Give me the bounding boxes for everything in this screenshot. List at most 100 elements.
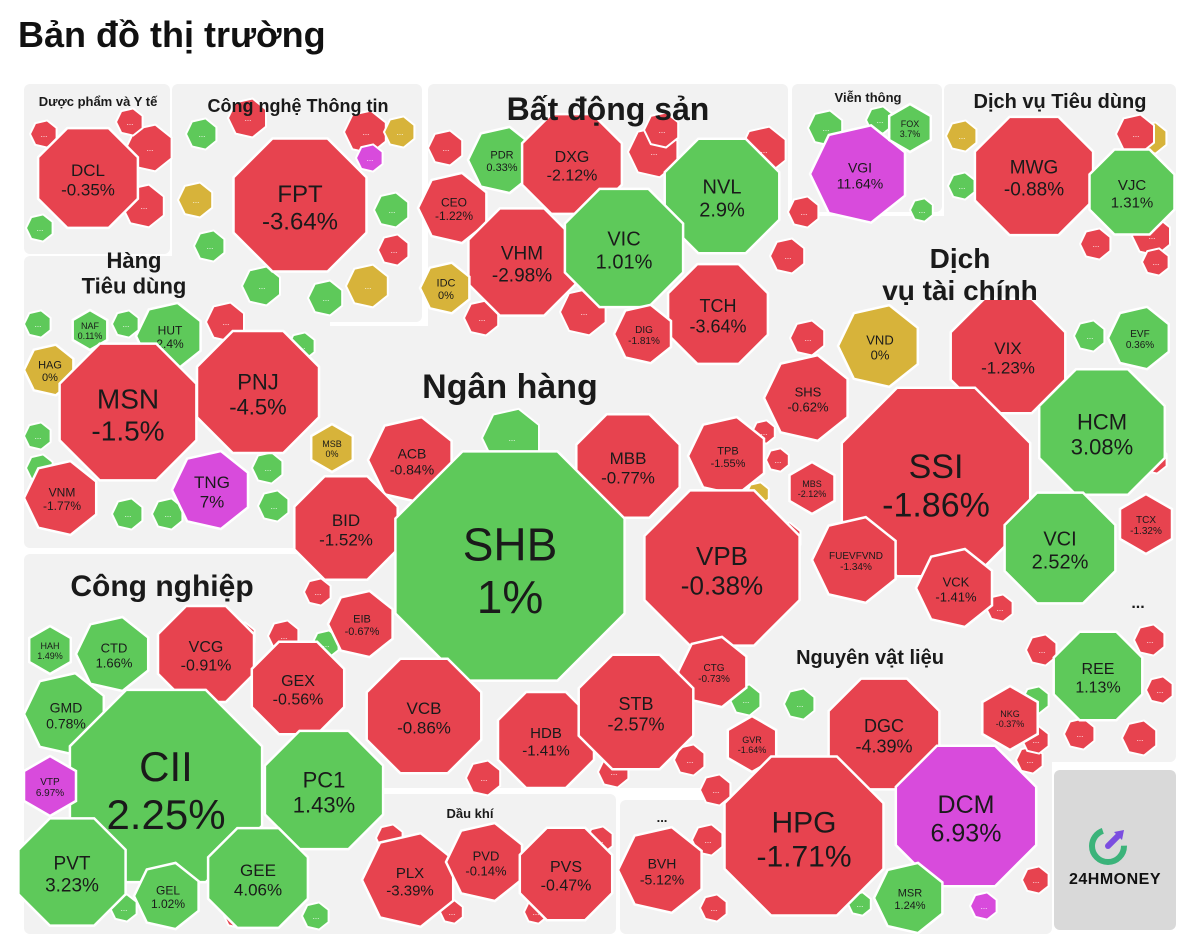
- minor-stock-cell[interactable]: ...: [908, 197, 934, 223]
- stock-cell-bvh[interactable]: BVH-5.12%: [616, 825, 703, 915]
- minor-stock-cell[interactable]: ...: [250, 451, 284, 485]
- minor-stock-cell[interactable]: ...: [1114, 113, 1155, 155]
- stock-cell-fuevfvnd[interactable]: FUEVFVND-1.34%: [810, 515, 897, 605]
- stock-cell-ctg[interactable]: CTG-0.73%: [676, 635, 748, 709]
- minor-stock-cell[interactable]: ...: [176, 181, 214, 219]
- minor-stock-cell[interactable]: ...: [240, 265, 281, 307]
- stock-cell-mbb[interactable]: MBB-0.77%: [575, 413, 681, 519]
- stock-cell-vhm[interactable]: VHM-2.98%: [467, 207, 577, 317]
- minor-stock-cell[interactable]: ...: [946, 171, 976, 201]
- stock-cell-vpb[interactable]: VPB-0.38%: [643, 489, 801, 647]
- minor-stock-cell[interactable]: ...: [1020, 865, 1050, 895]
- stock-cell-dcl[interactable]: DCL-0.35%: [36, 126, 140, 230]
- minor-stock-cell[interactable]: ...: [1144, 675, 1174, 705]
- stock-cell-vnm[interactable]: VNM-1.77%: [22, 459, 98, 537]
- stock-cell-tcx[interactable]: TCX-1.32%: [1118, 492, 1174, 556]
- minor-stock-cell[interactable]: ...: [354, 143, 384, 173]
- minor-stock-cell[interactable]: ...: [302, 577, 332, 607]
- stock-cell-mwg[interactable]: MWG-0.88%: [973, 115, 1095, 237]
- stock-cell-tpb[interactable]: TPB-1.55%: [686, 415, 766, 497]
- stock-cell-gvr[interactable]: GVR-1.64%: [726, 714, 778, 774]
- minor-stock-cell[interactable]: ...: [1072, 319, 1106, 353]
- minor-stock-cell[interactable]: ...: [642, 111, 680, 149]
- stock-cell-ceo[interactable]: CEO-1.22%: [416, 171, 488, 245]
- minor-stock-cell[interactable]: ...: [1132, 623, 1166, 657]
- stock-cell-pnj[interactable]: PNJ-4.5%: [195, 329, 321, 455]
- minor-stock-cell[interactable]: ...: [464, 759, 502, 797]
- stock-cell-gex[interactable]: GEX-0.56%: [250, 640, 346, 736]
- minor-stock-cell[interactable]: ...: [1120, 719, 1158, 757]
- minor-stock-cell[interactable]: ...: [786, 195, 820, 229]
- minor-stock-cell[interactable]: ...: [1062, 717, 1096, 751]
- minor-stock-cell[interactable]: ...: [184, 117, 218, 151]
- minor-stock-cell[interactable]: ...: [344, 263, 389, 309]
- minor-stock-cell[interactable]: ...: [114, 107, 144, 137]
- minor-stock-cell[interactable]: ...: [698, 893, 728, 923]
- minor-stock-cell[interactable]: ...: [426, 129, 464, 167]
- stock-cell-dgc[interactable]: DGC-4.39%: [827, 677, 941, 791]
- minor-stock-cell[interactable]: ...: [22, 421, 52, 451]
- stock-cell-plx[interactable]: PLX-3.39%: [360, 831, 455, 929]
- stock-cell-vix[interactable]: VIX-1.23%: [949, 297, 1067, 415]
- minor-stock-cell[interactable]: ...: [28, 119, 58, 149]
- minor-stock-cell[interactable]: ...: [698, 773, 732, 807]
- minor-stock-cell[interactable]: ...: [1078, 227, 1112, 261]
- stock-cell-stb[interactable]: STB-2.57%: [577, 653, 695, 771]
- stock-cell-ssi[interactable]: SSI-1.86%: [840, 386, 1032, 578]
- minor-stock-cell[interactable]: ...: [764, 447, 790, 473]
- minor-stock-cell[interactable]: ...: [24, 213, 54, 243]
- stock-cell-vcb[interactable]: VCB-0.86%: [365, 657, 483, 775]
- stock-cell-tch[interactable]: TCH-3.64%: [666, 262, 770, 366]
- stock-cell-bid[interactable]: BID-1.52%: [293, 475, 399, 581]
- minor-stock-cell[interactable]: ...: [782, 687, 816, 721]
- minor-stock-cell[interactable]: ...: [1140, 247, 1170, 277]
- minor-stock-cell[interactable]: ...: [968, 891, 998, 921]
- stock-cell-vck[interactable]: VCK-1.41%: [914, 547, 994, 629]
- minor-stock-cell[interactable]: ...: [788, 319, 826, 357]
- minor-stock-cell[interactable]: ...: [22, 309, 52, 339]
- minor-stock-cell[interactable]: ...: [768, 237, 806, 275]
- minor-stock-cell[interactable]: ...: [376, 233, 410, 267]
- minor-stock-cell[interactable]: ...: [192, 229, 226, 263]
- stock-cell-hpg[interactable]: HPG-1.71%: [723, 755, 885, 917]
- stock-cell-shs[interactable]: SHS-0.62%: [762, 353, 849, 443]
- stock-cell-mbs[interactable]: MBS-2.12%: [788, 460, 836, 516]
- stock-cell-nkg[interactable]: NKG-0.37%: [981, 684, 1039, 752]
- minor-stock-cell[interactable]: ...: [226, 97, 267, 139]
- stock-cell-vcg[interactable]: VCG-0.91%: [156, 604, 256, 704]
- minor-stock-cell[interactable]: ...: [110, 497, 144, 531]
- minor-stock-cell[interactable]: ...: [256, 489, 290, 523]
- minor-stock-cell[interactable]: ...: [944, 119, 978, 153]
- stock-cell-pvs[interactable]: PVS-0.47%: [518, 826, 614, 922]
- minor-stock-cell[interactable]: ...: [306, 279, 344, 317]
- stock-cell-pvd[interactable]: PVD-0.14%: [444, 821, 524, 903]
- minor-stock-cell[interactable]: ...: [110, 309, 140, 339]
- minor-stock-cell[interactable]: ...: [1024, 633, 1058, 667]
- minor-stock-cell[interactable]: ...: [300, 901, 330, 931]
- stock-cell-dig[interactable]: DIG-1.81%: [612, 303, 673, 365]
- minor-stock-cell[interactable]: ...: [372, 191, 410, 229]
- stock-cell-dxg[interactable]: DXG-2.12%: [520, 112, 624, 216]
